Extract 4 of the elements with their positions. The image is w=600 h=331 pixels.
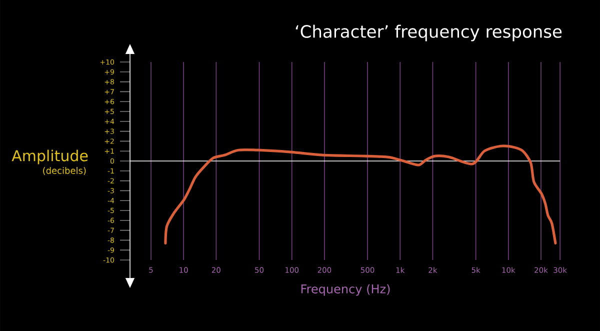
text: (decibels) (43, 166, 86, 176)
x-axis-title: Frequency (Hz) (301, 284, 390, 296)
y-axis-title: Amplitude (12, 150, 88, 164)
chart-title: ‘Character’ frequency response (296, 24, 562, 42)
